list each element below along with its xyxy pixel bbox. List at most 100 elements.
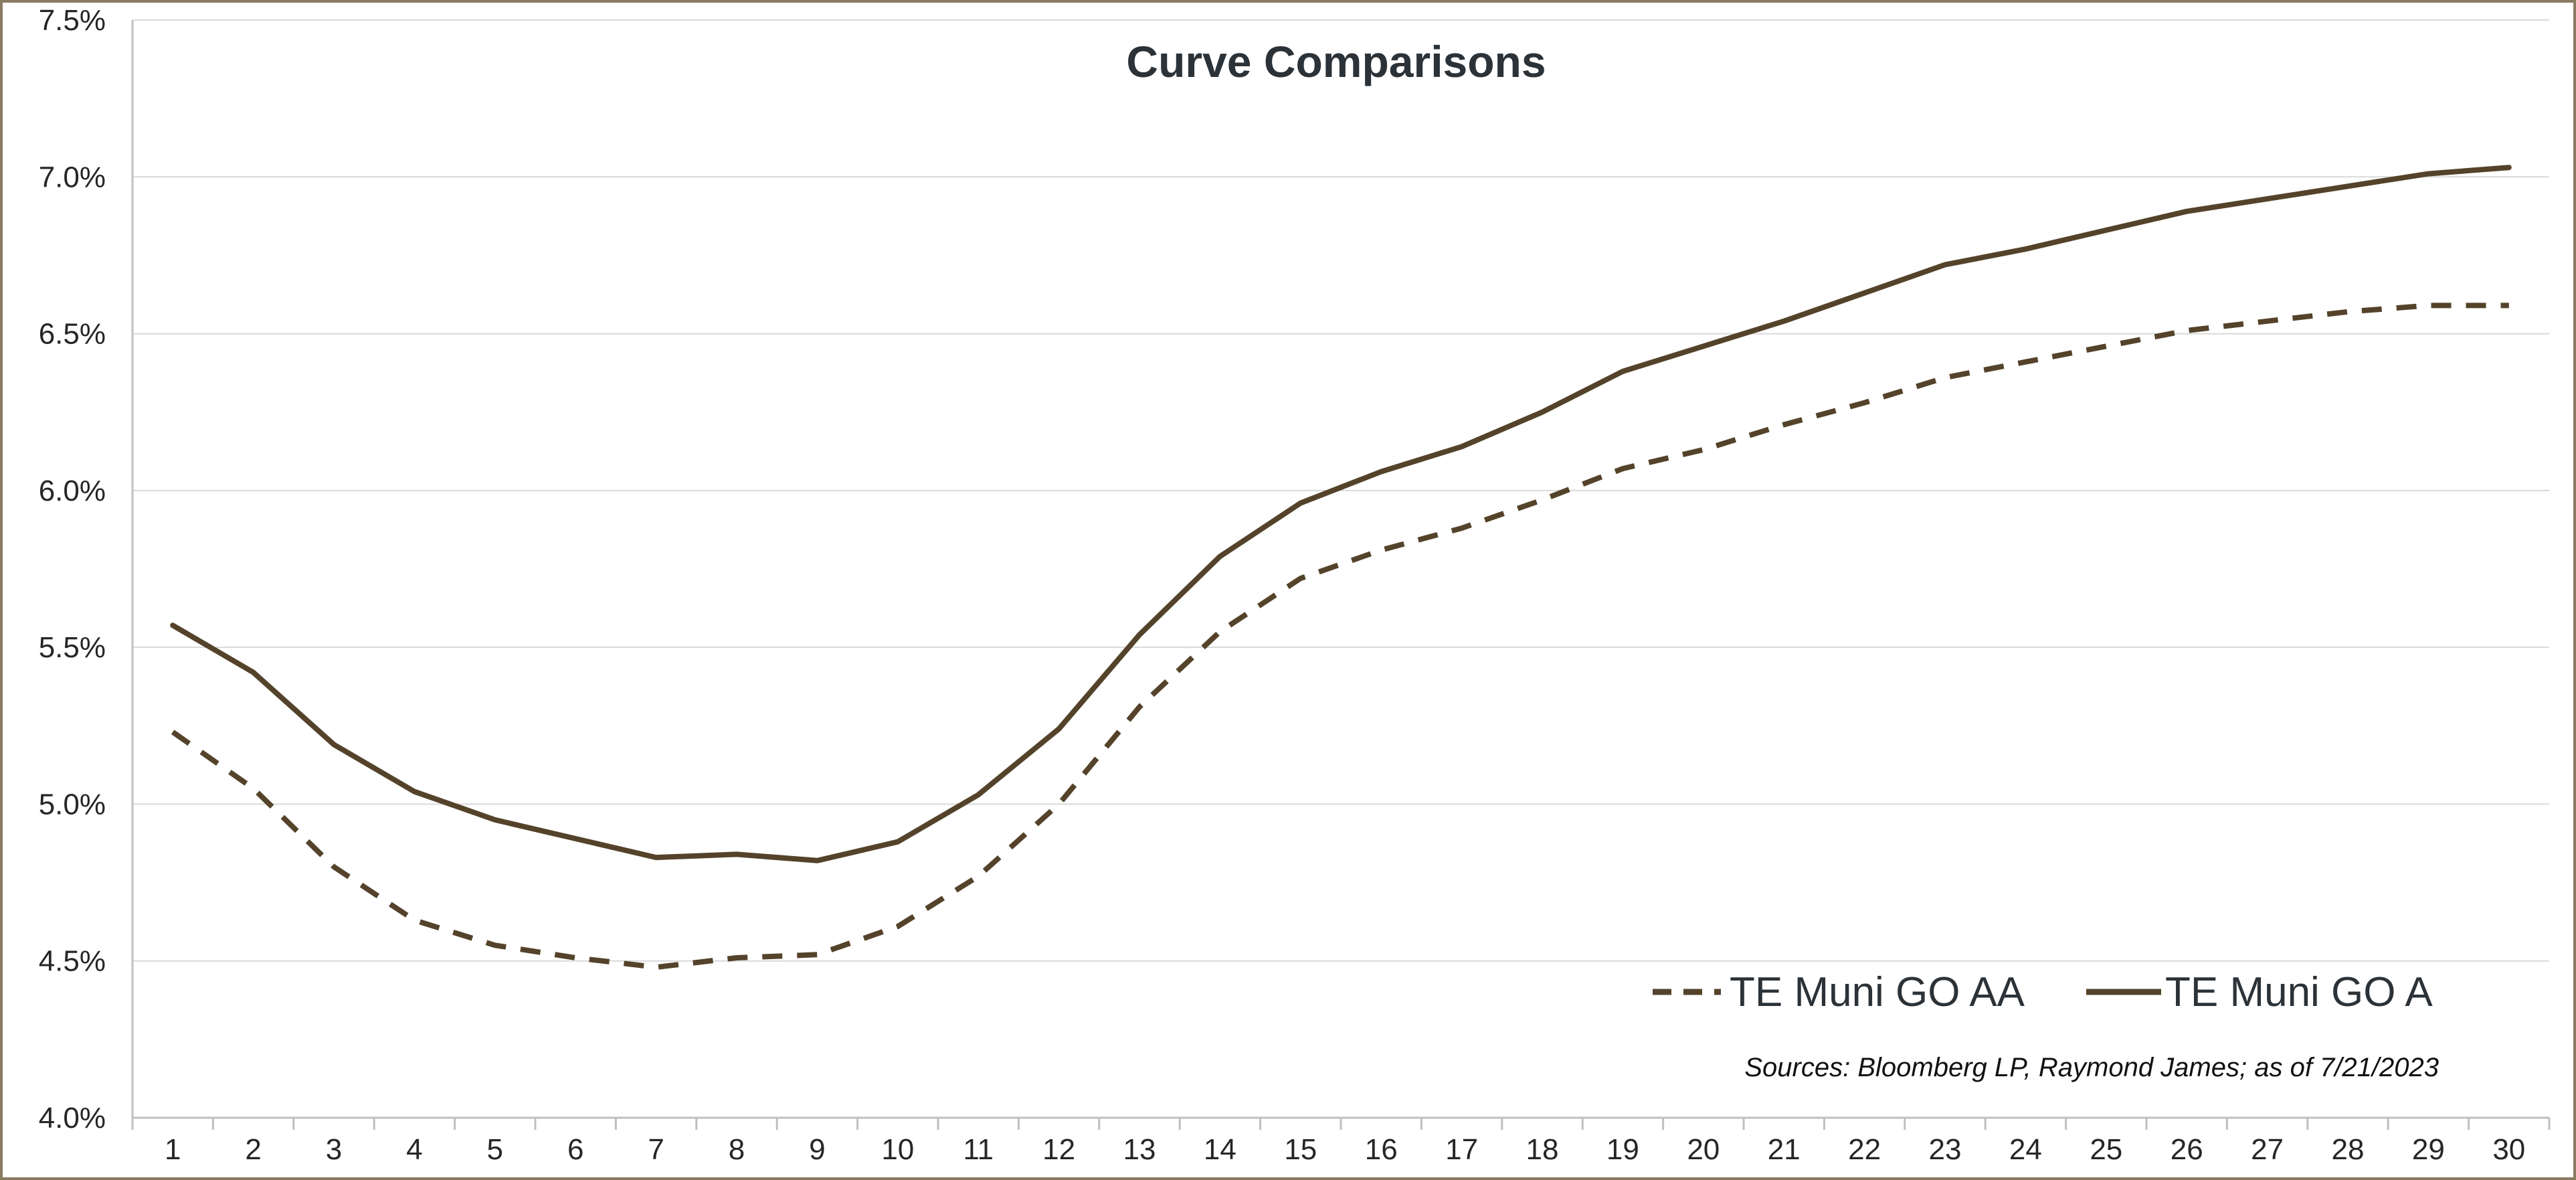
data-point-s1-23	[1942, 262, 1948, 267]
data-point-s1-24	[2023, 246, 2028, 252]
data-point-s1-12	[1056, 726, 1062, 732]
x-tick-label: 10	[881, 1133, 914, 1166]
y-tick-labels: 4.0% 4.5% 5.0% 5.5% 6.0% 6.5% 7.0% 7.5%	[39, 4, 106, 1134]
data-point-s1-20	[1701, 343, 1706, 349]
data-point-s0-22	[1862, 400, 1867, 406]
x-tick-label: 12	[1042, 1133, 1075, 1166]
legend-label-aa: TE Muni GO AA	[1730, 969, 2025, 1015]
y-tick-label: 4.5%	[39, 945, 106, 978]
x-tick-label: 18	[1526, 1133, 1559, 1166]
data-point-s0-15	[1298, 576, 1303, 581]
data-point-s0-5	[492, 942, 498, 948]
data-point-s0-10	[895, 924, 901, 929]
data-point-s0-14	[1217, 629, 1222, 635]
x-tick-label: 1	[165, 1133, 181, 1166]
data-point-s1-6	[573, 836, 578, 841]
data-point-s0-7	[654, 964, 659, 970]
x-tick-labels: 1 2 3 4 5 6 7 8 9 10 11 12 13 14 15 16 17 18 19 20 21 22 23 24 2…	[131, 1118, 2551, 1166]
x-tick-label: 17	[1445, 1133, 1478, 1166]
x-tick-label: 5	[487, 1133, 503, 1166]
x-tick-label: 16	[1365, 1133, 1398, 1166]
y-tick-label: 5.5%	[39, 631, 106, 664]
y-tick-label: 6.0%	[39, 475, 106, 507]
x-tick-label: 8	[729, 1133, 745, 1166]
data-point-s0-3	[331, 864, 337, 869]
data-point-s0-30	[2506, 303, 2512, 308]
data-point-s1-5	[492, 817, 498, 823]
data-point-s0-19	[1620, 466, 1625, 471]
data-point-s0-13	[1137, 704, 1142, 709]
data-point-s0-6	[573, 955, 578, 960]
data-point-s1-11	[976, 792, 981, 797]
data-point-s0-21	[1781, 422, 1786, 427]
x-tick-label: 24	[2009, 1133, 2042, 1166]
x-tick-label: 21	[1768, 1133, 1801, 1166]
x-tick-label: 15	[1284, 1133, 1317, 1166]
legend-label-a: TE Muni GO A	[2165, 969, 2433, 1015]
data-point-s1-28	[2345, 183, 2351, 189]
x-tick-label: 26	[2171, 1133, 2203, 1166]
data-point-s1-9	[814, 858, 820, 863]
data-point-s0-26	[2184, 328, 2189, 333]
y-tick-label: 4.0%	[39, 1102, 106, 1134]
data-point-s0-23	[1942, 375, 1948, 380]
data-point-s0-25	[2104, 343, 2109, 349]
data-point-s0-29	[2425, 303, 2431, 308]
data-point-s1-18	[1540, 410, 1545, 415]
series-line-go-aa	[171, 303, 2509, 971]
x-tick-label: 27	[2251, 1133, 2284, 1166]
data-point-s0-20	[1701, 447, 1706, 452]
x-tick-label: 23	[1929, 1133, 1962, 1166]
data-point-s1-1	[170, 622, 175, 628]
x-tick-label: 25	[2090, 1133, 2122, 1166]
data-point-s0-1	[170, 730, 175, 735]
data-point-s1-4	[411, 789, 417, 794]
data-point-s0-16	[1378, 547, 1384, 553]
data-point-s1-27	[2265, 196, 2270, 201]
x-tick-label: 6	[567, 1133, 583, 1166]
data-point-s1-30	[2506, 165, 2512, 170]
data-point-s1-16	[1378, 469, 1384, 475]
data-point-s0-18	[1540, 497, 1545, 503]
data-point-s1-29	[2425, 171, 2431, 177]
y-tick-label: 7.5%	[39, 4, 106, 37]
data-point-s0-28	[2345, 309, 2351, 315]
x-tick-label: 3	[326, 1133, 342, 1166]
data-point-s1-3	[331, 742, 337, 747]
x-tick-label: 11	[963, 1133, 994, 1166]
series-lines	[170, 165, 2512, 971]
data-point-s0-27	[2265, 319, 2270, 324]
data-point-s0-11	[976, 873, 981, 879]
data-point-s0-8	[734, 955, 739, 960]
data-point-s0-9	[814, 952, 820, 957]
data-point-s1-10	[895, 839, 901, 845]
data-point-s1-8	[734, 851, 739, 857]
data-point-s0-4	[411, 918, 417, 923]
data-point-s1-26	[2184, 209, 2189, 214]
x-tick-label: 22	[1848, 1133, 1881, 1166]
x-tick-label: 4	[406, 1133, 422, 1166]
axes	[131, 20, 2549, 1119]
data-point-s0-2	[251, 786, 256, 791]
x-tick-label: 28	[2332, 1133, 2365, 1166]
data-point-s0-24	[2023, 359, 2028, 365]
data-point-s1-14	[1217, 554, 1222, 559]
x-tick-label: 19	[1606, 1133, 1639, 1166]
data-point-s1-15	[1298, 501, 1303, 506]
data-point-s1-2	[251, 670, 256, 675]
data-point-s0-17	[1459, 525, 1465, 531]
data-point-s1-13	[1137, 632, 1142, 637]
y-tick-label: 6.5%	[39, 318, 106, 351]
x-tick-label: 9	[809, 1133, 825, 1166]
x-tick-label: 30	[2492, 1133, 2525, 1166]
data-point-s1-25	[2104, 228, 2109, 233]
data-point-s0-12	[1056, 801, 1062, 807]
chart-title: Curve Comparisons	[1126, 37, 1546, 86]
gridlines	[132, 19, 2549, 962]
y-tick-label: 7.0%	[39, 161, 106, 193]
y-tick-label: 5.0%	[39, 788, 106, 821]
legend: TE Muni GO AA TE Muni GO A	[1653, 969, 2433, 1015]
data-point-s1-17	[1459, 444, 1465, 449]
data-point-s1-19	[1620, 369, 1625, 374]
